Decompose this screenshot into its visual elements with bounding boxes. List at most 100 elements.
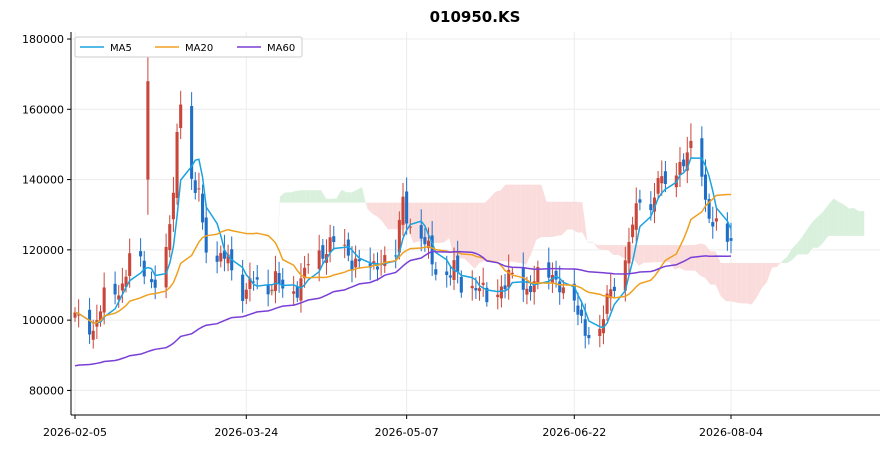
candle — [394, 239, 398, 269]
cloud-segment — [705, 244, 711, 285]
candle — [190, 92, 194, 190]
candle-body — [510, 272, 514, 274]
candle-body — [375, 266, 380, 270]
candle-body — [426, 240, 431, 249]
cloud-segment — [485, 197, 491, 262]
cloud-segment — [541, 184, 547, 238]
cloud-segment — [567, 201, 573, 230]
candle — [244, 283, 248, 305]
cloud-segment — [561, 201, 567, 236]
cloud-segment — [792, 242, 798, 260]
candle — [252, 271, 256, 291]
cloud-segment — [623, 245, 629, 260]
candle — [714, 206, 718, 231]
cloud-segment — [787, 247, 793, 263]
candle-body — [685, 152, 689, 171]
cloud-segment — [423, 202, 429, 242]
candle-body — [459, 276, 463, 293]
cloud-segment — [772, 262, 778, 268]
candle-body — [663, 171, 667, 185]
candle-body — [204, 217, 208, 253]
candle — [146, 56, 150, 215]
candle-body — [583, 319, 587, 336]
cloud-segment — [838, 201, 844, 236]
candle-body — [529, 285, 533, 293]
chart-title: 010950.KS — [430, 8, 521, 26]
candle — [139, 238, 143, 267]
candle — [510, 267, 514, 279]
candle — [98, 305, 103, 327]
cloud-segment — [720, 262, 726, 302]
candle — [652, 183, 657, 224]
candle-body — [547, 262, 551, 278]
cloud-segment — [351, 189, 357, 203]
candle-body — [306, 264, 310, 266]
candle — [270, 283, 274, 296]
cloud-segment — [372, 202, 378, 217]
cloud-segment — [843, 204, 849, 236]
candle — [368, 247, 372, 281]
cloud-segment — [859, 211, 865, 236]
cloud-segment — [300, 190, 306, 203]
candle-body — [299, 278, 303, 301]
candle-body — [536, 267, 540, 285]
candle-body — [456, 255, 460, 272]
candle-body — [649, 204, 653, 211]
candle — [197, 172, 201, 202]
cloud-segment — [572, 201, 578, 233]
candle — [689, 123, 693, 159]
cloud-segment — [766, 262, 772, 283]
cloud-segment — [520, 184, 526, 265]
candle-body — [252, 281, 256, 283]
candle — [401, 183, 405, 236]
candle-body — [73, 312, 77, 318]
cloud-segment — [643, 245, 649, 263]
x-tick-label: 2026-05-07 — [375, 426, 439, 439]
candle-body — [477, 288, 482, 292]
cloud-segment — [608, 245, 614, 255]
y-axis-ticks: 80000 100000 120000 140000 160000 180000 — [22, 33, 71, 397]
cloud-segment — [695, 243, 701, 276]
candle-body — [98, 311, 103, 322]
cloud-segment — [782, 256, 788, 263]
cloud-segment — [546, 201, 552, 238]
candle-body — [281, 279, 285, 289]
candle-body — [627, 241, 631, 264]
candle — [703, 159, 708, 212]
cloud-segment — [725, 262, 731, 302]
cloud-segment — [700, 243, 706, 279]
cloud-segment — [321, 190, 327, 203]
ma5-line — [74, 157, 732, 329]
candle — [350, 246, 354, 283]
candle-body — [631, 224, 635, 238]
candle-body — [401, 196, 405, 225]
cloud-segment — [818, 211, 824, 248]
candle — [343, 229, 347, 259]
cloud-segment — [577, 201, 583, 233]
cloud-segment — [848, 208, 854, 236]
cloud-segment — [392, 202, 398, 230]
candle-body — [714, 218, 718, 222]
candle — [605, 285, 609, 321]
candle — [248, 262, 252, 302]
cloud-segment — [356, 187, 362, 203]
candle-body — [419, 225, 423, 239]
ma20-line — [74, 193, 731, 324]
cloud-segment — [474, 202, 480, 269]
candle — [292, 276, 296, 306]
legend-label: MA20 — [185, 43, 213, 54]
candle — [456, 240, 460, 284]
candle-body — [372, 261, 376, 264]
cloud-segment — [490, 191, 496, 262]
candle-body — [354, 258, 358, 268]
candle — [580, 300, 584, 324]
candle-body — [383, 255, 387, 266]
cloud-segment — [761, 262, 767, 289]
candle-body — [605, 293, 609, 314]
candle-body — [215, 255, 219, 262]
candle-body — [350, 260, 354, 271]
cloud-segment — [459, 202, 465, 259]
cloud-segment — [602, 245, 608, 250]
candle — [477, 276, 482, 301]
